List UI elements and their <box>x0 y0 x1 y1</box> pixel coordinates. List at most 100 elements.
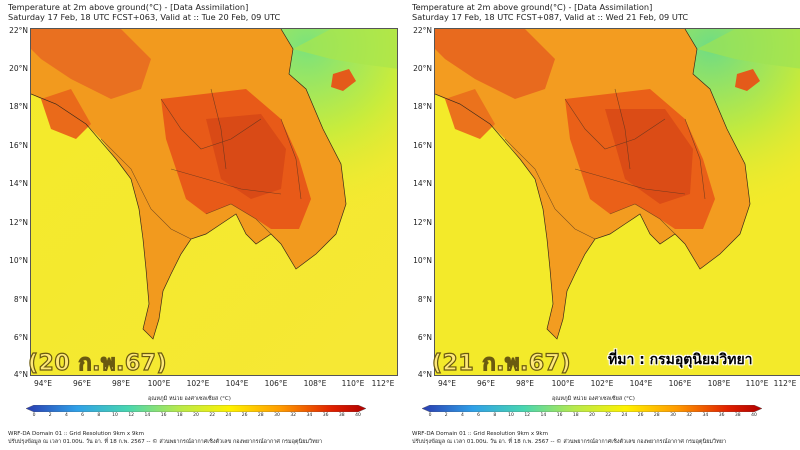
colorbar-tick-label: 36 <box>322 413 329 418</box>
lon-label: 98°E <box>515 379 535 388</box>
colorbar-tick-label: 12 <box>524 413 531 418</box>
lon-label: 96°E <box>72 379 92 388</box>
lon-label: 112°E <box>773 379 797 388</box>
footer-line-1: WRF-DA Domain 01 :: Grid Resolution 9km … <box>412 431 548 437</box>
lat-label: 6°N <box>417 333 432 342</box>
lat-label: 8°N <box>13 295 28 304</box>
lon-label: 94°E <box>437 379 457 388</box>
colorbar-tick-label: 34 <box>306 413 313 418</box>
colorbar-tick-label: 40 <box>751 413 757 418</box>
colorbar <box>422 405 762 412</box>
colorbar-tick-label: 22 <box>209 413 216 418</box>
colorbar-tick-label: 2 <box>48 413 52 418</box>
colorbar-tick-label: 14 <box>144 413 151 418</box>
colorbar-tick-label: 24 <box>225 413 232 418</box>
colorbar-ticks: 0 2 4 6 8 10 12 14 16 18 20 22 24 26 28 30 32 34 36 38 40 <box>26 413 366 421</box>
colorbar-tick-label: 10 <box>112 413 118 418</box>
lon-label: 106°E <box>264 379 288 388</box>
footer: WRF-DA Domain 01 :: Grid Resolution 9km … <box>412 430 726 446</box>
lon-label: 110°E <box>745 379 769 388</box>
colorbar-tick-label: 6 <box>81 413 85 418</box>
date-badge: (20 ก.พ.67) <box>27 350 168 376</box>
lat-label: 16°N <box>9 141 28 150</box>
colorbar-tick-label: 20 <box>589 413 595 418</box>
colorbar-tick-label: 0 <box>428 413 432 418</box>
colorbar-tick-label: 22 <box>605 413 612 418</box>
colorbar-tick-label: 38 <box>338 413 345 418</box>
lon-label: 102°E <box>186 379 210 388</box>
lon-label: 100°E <box>147 379 171 388</box>
colorbar-tick-label: 40 <box>355 413 361 418</box>
lat-label: 14°N <box>413 179 432 188</box>
colorbar <box>26 405 366 412</box>
lat-label: 8°N <box>417 295 432 304</box>
panel-title: Temperature at 2m above ground(°C) - [Da… <box>8 2 280 22</box>
date-badge: (21 ก.พ.67) <box>431 350 572 376</box>
lat-label: 18°N <box>9 102 28 111</box>
lat-label: 20°N <box>413 64 432 73</box>
lon-label: 112°E <box>371 379 395 388</box>
colorbar-tick-label: 6 <box>477 413 481 418</box>
colorbar-tick-label: 26 <box>241 413 248 418</box>
lon-label: 102°E <box>590 379 614 388</box>
colorbar-tick-label: 12 <box>128 413 135 418</box>
colorbar-tick-label: 0 <box>32 413 36 418</box>
lon-label: 104°E <box>629 379 653 388</box>
source-label: ที่มา : กรมอุตุนิยมวิทยา <box>608 352 753 368</box>
colorbar-tick-label: 24 <box>621 413 628 418</box>
colorbar-tick-label: 30 <box>274 413 280 418</box>
colorbar-title: อุณหภูมิ หน่วย องศาเซลเซียส (°C) <box>552 396 635 402</box>
lon-label: 98°E <box>111 379 131 388</box>
colorbar-tick-label: 4 <box>460 413 464 418</box>
lon-label: 108°E <box>303 379 327 388</box>
lon-label: 100°E <box>551 379 575 388</box>
colorbar-tick-label: 14 <box>540 413 547 418</box>
colorbar-tick-label: 16 <box>556 413 563 418</box>
lat-label: 16°N <box>413 141 432 150</box>
colorbar-tick-label: 2 <box>444 413 448 418</box>
lon-label: 110°E <box>341 379 365 388</box>
lon-label: 104°E <box>225 379 249 388</box>
lat-label: 22°N <box>413 26 432 35</box>
lon-label: 108°E <box>707 379 731 388</box>
colorbar-tick-label: 10 <box>508 413 514 418</box>
map-panel-left: Temperature at 2m above ground(°C) - [Da… <box>8 0 398 450</box>
lat-label: 10°N <box>9 256 28 265</box>
map-panel-right: Temperature at 2m above ground(°C) - [Da… <box>412 0 800 450</box>
colorbar-tick-label: 8 <box>97 413 101 418</box>
colorbar-tick-label: 28 <box>653 413 660 418</box>
footer: WRF-DA Domain 01 :: Grid Resolution 9km … <box>8 430 322 446</box>
lat-label: 20°N <box>9 64 28 73</box>
lat-label: 18°N <box>413 102 432 111</box>
colorbar-tick-label: 26 <box>637 413 644 418</box>
footer-line-2: ปรับปรุงข้อมูล ณ เวลา 01.00น. วัน อา. ที… <box>412 439 727 445</box>
lat-label: 14°N <box>9 179 28 188</box>
lat-label: 12°N <box>9 218 28 227</box>
colorbar-tick-label: 18 <box>572 413 579 418</box>
colorbar-tick-label: 38 <box>734 413 741 418</box>
colorbar-tick-label: 20 <box>193 413 199 418</box>
lon-label: 96°E <box>476 379 496 388</box>
colorbar-tick-label: 34 <box>702 413 709 418</box>
title-line-1: Temperature at 2m above ground(°C) - [Da… <box>412 2 653 12</box>
lat-label: 4°N <box>13 370 28 379</box>
title-line-2: Saturday 17 Feb, 18 UTC FCST+087, Valid … <box>412 12 689 22</box>
colorbar-tick-label: 16 <box>160 413 167 418</box>
lon-label: 106°E <box>668 379 692 388</box>
title-line-1: Temperature at 2m above ground(°C) - [Da… <box>8 2 249 12</box>
title-line-2: Saturday 17 Feb, 18 UTC FCST+063, Valid … <box>8 12 281 22</box>
colorbar-tick-label: 32 <box>686 413 693 418</box>
colorbar-ticks: 0 2 4 6 8 10 12 14 16 18 20 22 24 26 28 30 32 34 36 38 40 <box>422 413 762 421</box>
colorbar-tick-label: 36 <box>718 413 725 418</box>
footer-line-2: ปรับปรุงข้อมูล ณ เวลา 01.00น. วัน อา. ที… <box>8 439 323 445</box>
footer-line-1: WRF-DA Domain 01 :: Grid Resolution 9km … <box>8 431 144 437</box>
panel-title: Temperature at 2m above ground(°C) - [Da… <box>412 2 688 22</box>
colorbar-tick-label: 18 <box>176 413 183 418</box>
colorbar-tick-label: 28 <box>257 413 264 418</box>
lat-label: 10°N <box>413 256 432 265</box>
lat-label: 4°N <box>417 370 432 379</box>
colorbar-title: อุณหภูมิ หน่วย องศาเซลเซียส (°C) <box>148 396 231 402</box>
colorbar-tick-label: 4 <box>64 413 68 418</box>
colorbar-tick-label: 8 <box>493 413 497 418</box>
lat-label: 12°N <box>413 218 432 227</box>
